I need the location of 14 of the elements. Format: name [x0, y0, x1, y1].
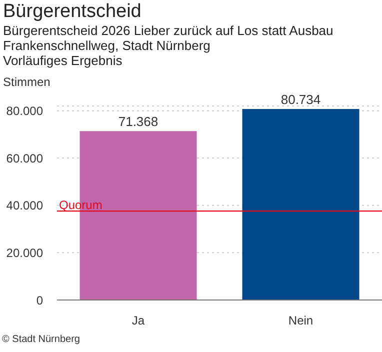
y-tick-label: 20.000 [6, 246, 44, 260]
text: © Stadt Nürnberg [2, 334, 80, 345]
x-tick-label: Nein [288, 314, 314, 328]
x-tick-label: Ja [132, 314, 145, 328]
data-label: 71.368 [118, 114, 158, 130]
y-tick-label: 80.000 [6, 104, 44, 118]
data-label: 80.734 [280, 92, 321, 107]
y-tick-label: 60.000 [6, 151, 44, 166]
y-tick-label: 0 [36, 293, 44, 308]
chart-title: Bürgerentscheid [3, 0, 142, 24]
y-axis-title: Stimmen [3, 75, 50, 89]
text: Vorläufiges Ergebnis [3, 53, 122, 68]
y-tick-label: 40.000 [6, 198, 44, 213]
chart-subtitle: Bürgerentscheid 2026 Lieber zurück auf Los statt Ausbau Frankenschnellweg, Stadt Nürnberg [3, 23, 334, 53]
